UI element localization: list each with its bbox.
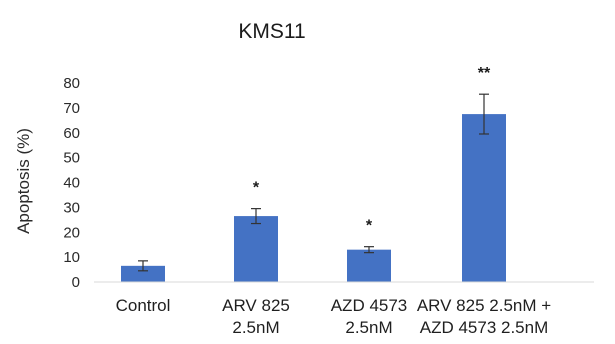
error-bar [138,260,148,272]
x-category-label: ARV 825 2.5nM [222,296,290,337]
y-ticks: 0 10 20 30 40 50 60 70 80 [63,75,80,291]
significance-markers: **** [253,65,491,234]
y-tick-label: 70 [63,100,80,117]
y-axis-label-group: Apoptosis (%) [14,128,33,234]
x-category-line: AZD 4573 2.5nM [420,318,549,337]
significance-marker: * [366,218,373,235]
y-tick-label: 10 [63,249,80,266]
bars [121,114,506,282]
y-tick-label: 30 [63,199,80,216]
error-bar [364,246,374,254]
y-tick-label: 80 [63,75,80,92]
bar [234,216,278,282]
x-category-line: 2.5nM [345,318,392,337]
x-category-line: ARV 825 [222,296,290,315]
x-category-line: 2.5nM [232,318,279,337]
significance-marker: ** [478,65,491,82]
error-bar [479,93,489,135]
y-tick-label: 50 [63,150,80,167]
error-bar [251,208,261,225]
x-category-line: ARV 825 2.5nM + [417,296,551,315]
y-tick-label: 60 [63,125,80,142]
y-tick-label: 0 [72,274,80,291]
y-axis-label: Apoptosis (%) [14,128,33,234]
x-category-line: AZD 4573 [331,296,408,315]
y-tick-label: 20 [63,224,80,241]
x-category-label: AZD 4573 2.5nM [331,296,408,337]
bar [121,265,165,282]
x-category-label: Control [116,296,171,315]
chart-title: KMS11 [238,20,305,43]
significance-marker: * [253,180,260,197]
y-tick-label: 40 [63,175,80,192]
x-category-label: ARV 825 2.5nM + AZD 4573 2.5nM [417,296,551,337]
bar [347,249,391,282]
error-bars [138,93,489,272]
x-category-line: Control [116,296,171,315]
bar [462,114,506,282]
